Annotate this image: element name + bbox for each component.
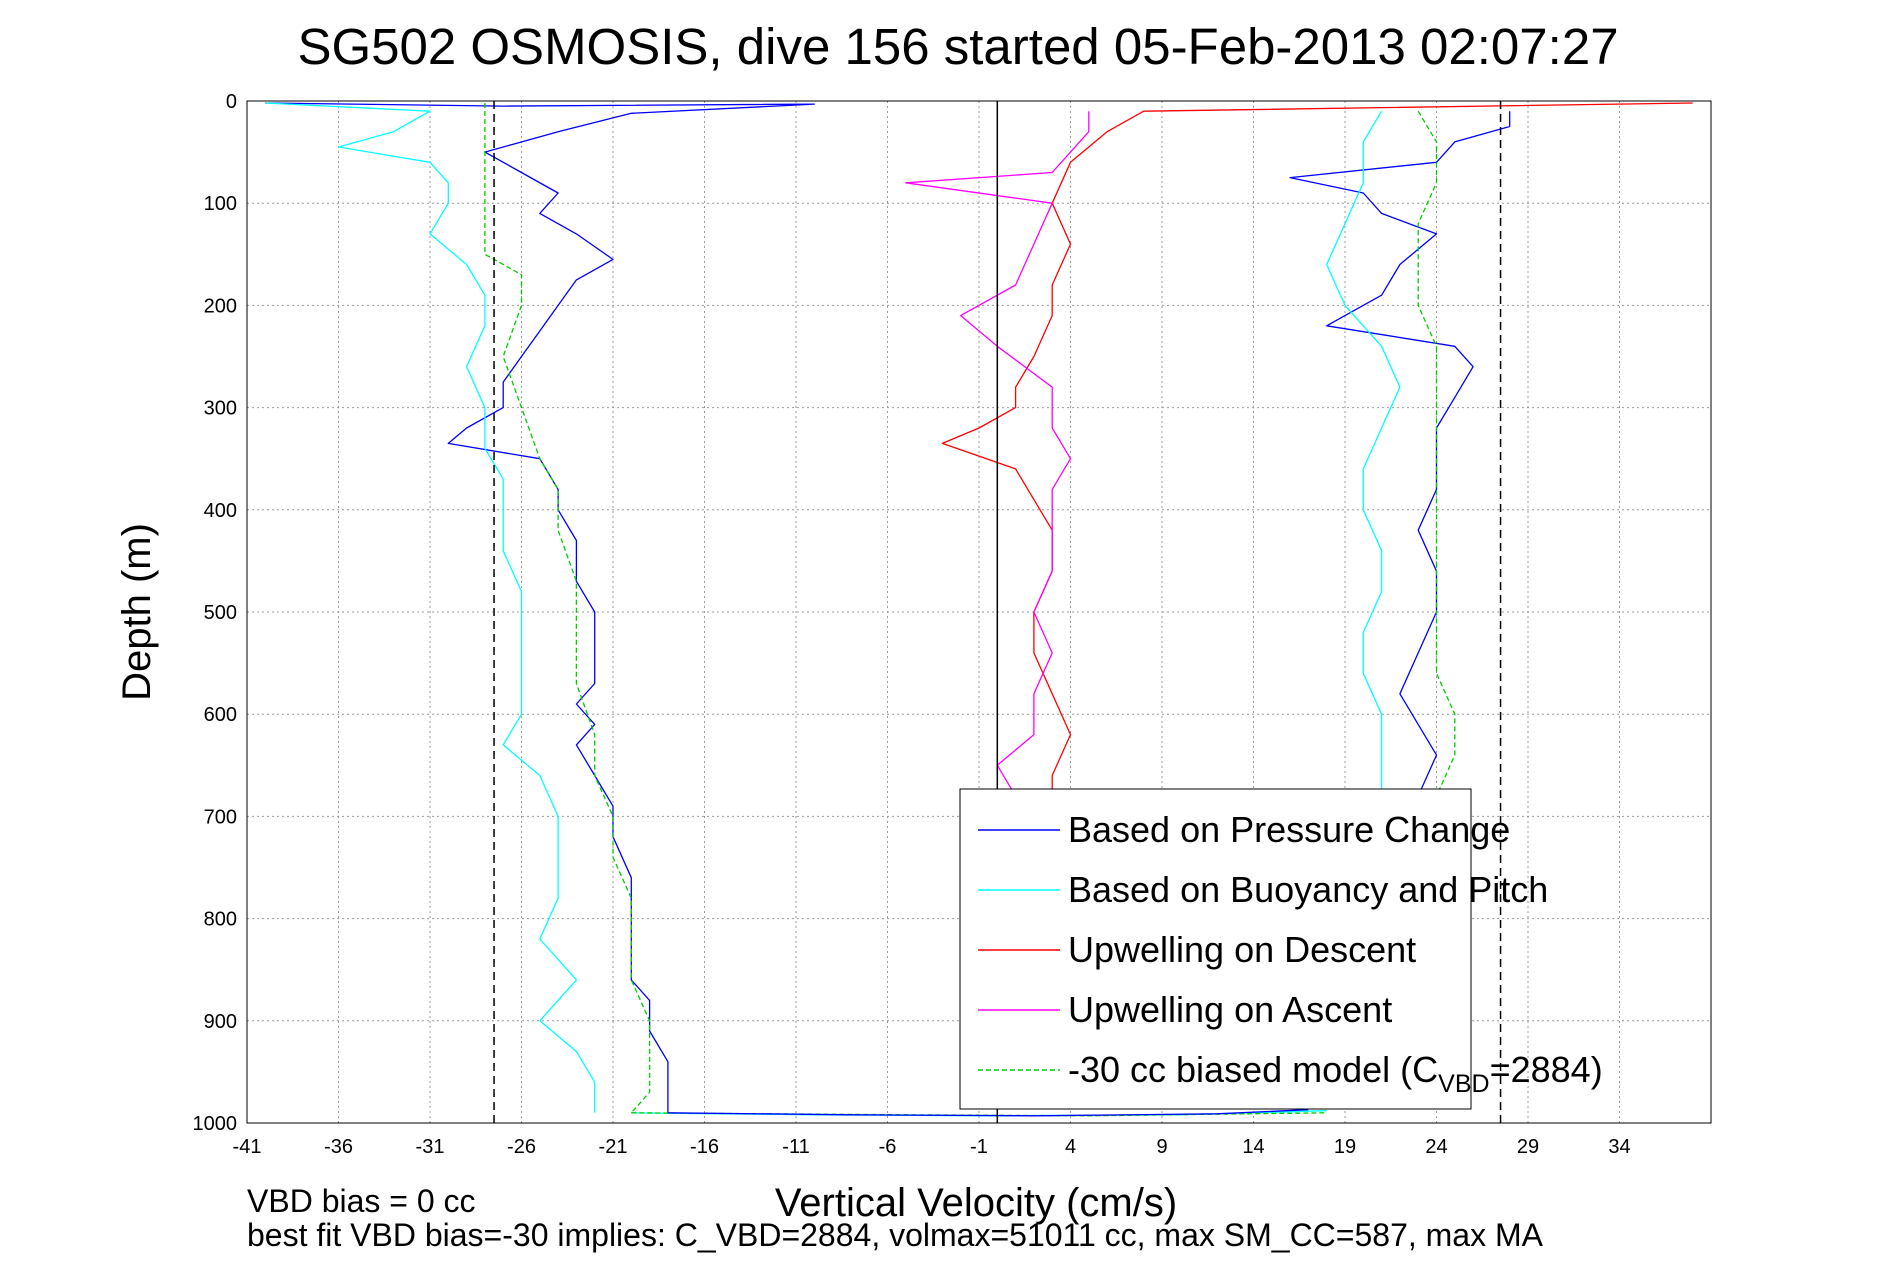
series-line bbox=[265, 102, 596, 1113]
y-tick-label: 200 bbox=[204, 295, 237, 317]
series-line bbox=[905, 111, 1090, 797]
y-tick-label: 800 bbox=[204, 909, 237, 931]
series-line bbox=[265, 102, 815, 1113]
legend-label: Based on Buoyancy and Pitch bbox=[1068, 869, 1548, 910]
x-tick-label: -6 bbox=[879, 1136, 897, 1158]
legend: Based on Pressure Change Based on Buoyanc… bbox=[959, 788, 1603, 1110]
y-tick-label: 0 bbox=[226, 91, 237, 113]
y-tick-label: 400 bbox=[204, 500, 237, 522]
x-tick-label: 4 bbox=[1065, 1136, 1076, 1158]
series-line bbox=[1417, 110, 1456, 797]
x-tick-label: -1 bbox=[970, 1136, 988, 1158]
y-tick-label: 300 bbox=[204, 398, 237, 420]
x-tick-label: -36 bbox=[324, 1136, 353, 1158]
chart-title: SG502 OSMOSIS, dive 156 started 05-Feb-2… bbox=[297, 18, 1618, 75]
legend-label: Based on Pressure Change bbox=[1068, 809, 1510, 850]
series-line bbox=[1289, 111, 1511, 797]
series-line bbox=[941, 102, 1693, 796]
y-tick-label: 600 bbox=[204, 704, 237, 726]
legend-box bbox=[959, 788, 1472, 1110]
x-tick-label: -16 bbox=[690, 1136, 719, 1158]
x-tick-label: -21 bbox=[599, 1136, 628, 1158]
x-tick-label: -31 bbox=[416, 1136, 445, 1158]
y-tick-labels: 0 100 200 300 400 500 600 700 800 900 1000 bbox=[193, 91, 238, 1135]
x-tick-label: 19 bbox=[1334, 1136, 1356, 1158]
x-tick-label: -26 bbox=[507, 1136, 536, 1158]
x-tick-label: 29 bbox=[1517, 1136, 1539, 1158]
y-tick-label: 1000 bbox=[193, 1113, 238, 1135]
y-axis-label: Depth (m) bbox=[115, 523, 159, 701]
legend-label: Upwelling on Ascent bbox=[1068, 989, 1392, 1030]
footer-line-1: VBD bias = 0 cc bbox=[247, 1183, 476, 1219]
x-tick-label: 14 bbox=[1242, 1136, 1264, 1158]
plot-frame bbox=[246, 100, 1712, 1124]
y-tick-label: 700 bbox=[204, 806, 237, 828]
x-tick-label: 34 bbox=[1608, 1136, 1630, 1158]
x-tick-label: 24 bbox=[1425, 1136, 1447, 1158]
legend-label: -30 cc biased model (CVBD=2884) bbox=[1068, 1049, 1603, 1098]
x-axis-label: Vertical Velocity (cm/s) bbox=[775, 1181, 1177, 1225]
y-tick-label: 100 bbox=[204, 193, 237, 215]
y-tick-label: 900 bbox=[204, 1011, 237, 1033]
series-group bbox=[265, 102, 1693, 1117]
x-tick-label: -41 bbox=[233, 1136, 262, 1158]
legend-label: Upwelling on Descent bbox=[1068, 929, 1416, 970]
series-line bbox=[484, 103, 651, 1114]
legend-entries: Based on Pressure Change Based on Buoyanc… bbox=[978, 809, 1603, 1098]
y-tick-label: 500 bbox=[204, 602, 237, 624]
x-tick-labels: -41 -36 -31 -26 -21 -16 -11 -6 -1 4 9 14 19 24 29 34 bbox=[233, 1136, 1631, 1158]
x-tick-label: 9 bbox=[1156, 1136, 1167, 1158]
footer-line-2: best fit VBD bias=-30 implies: C_VBD=288… bbox=[247, 1217, 1544, 1253]
series-line bbox=[667, 1109, 1309, 1117]
x-tick-label: -11 bbox=[782, 1136, 809, 1158]
series-line bbox=[1326, 110, 1401, 796]
